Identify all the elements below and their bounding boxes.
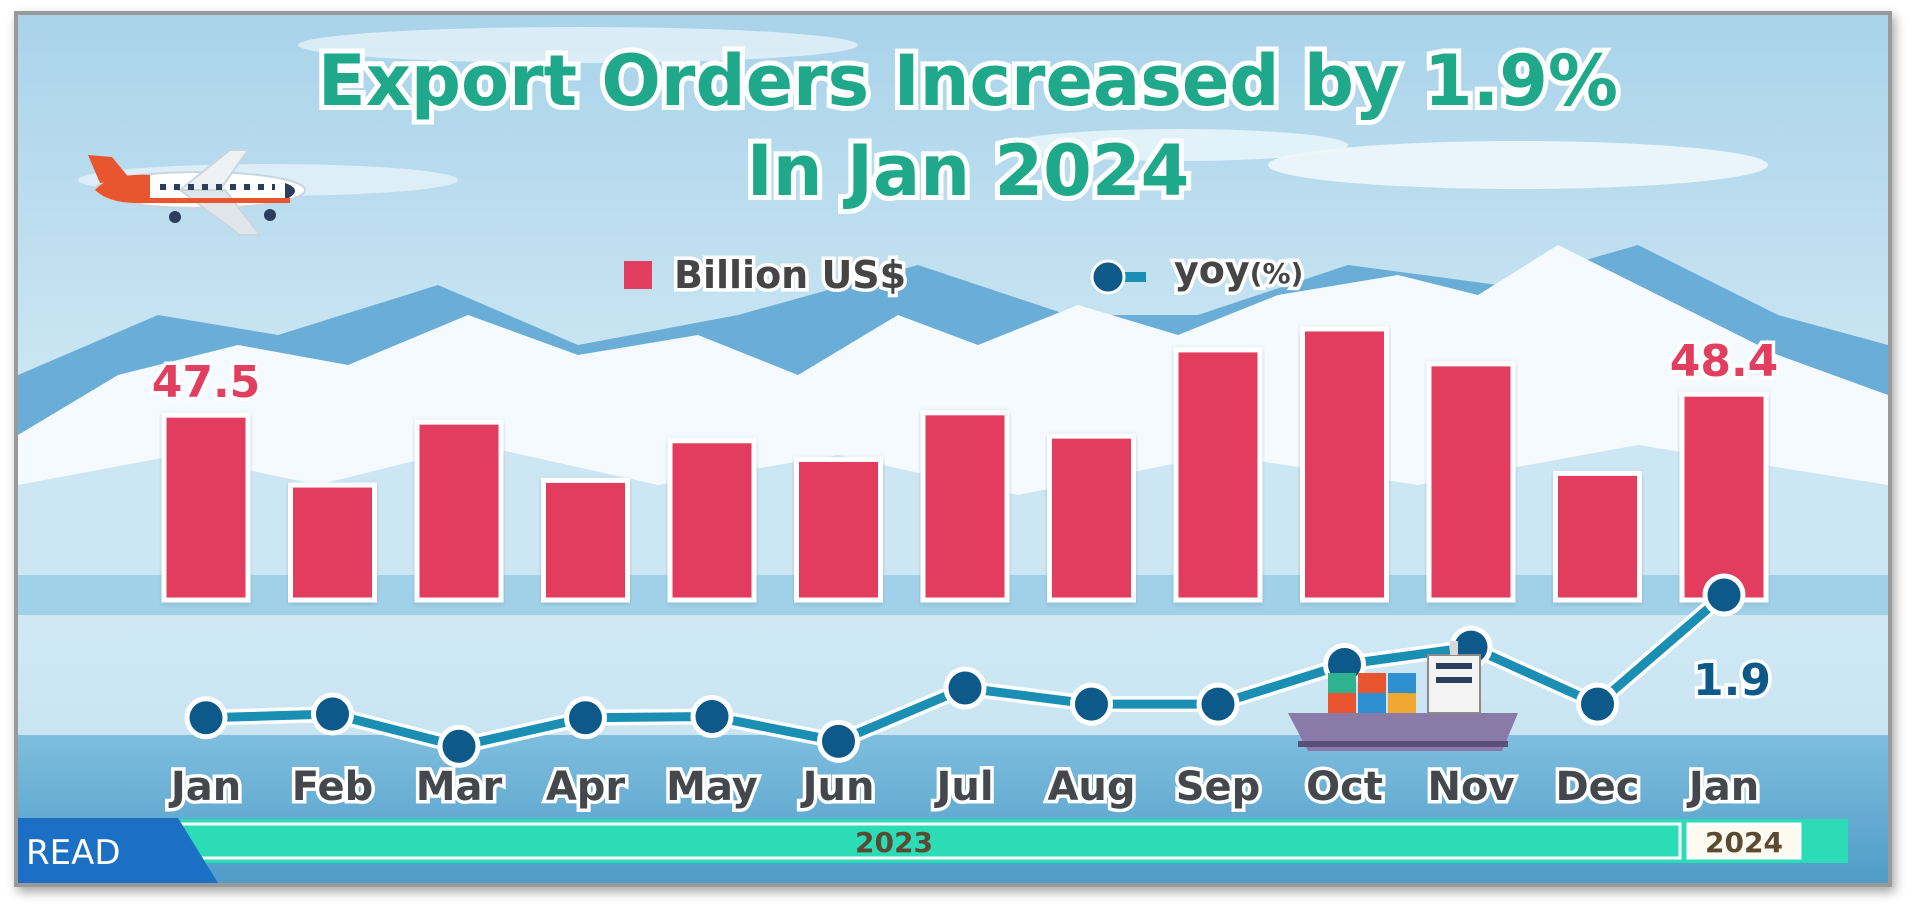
yoy-point-dec-2023: [1576, 682, 1619, 726]
bar-nov-2023: [1426, 361, 1516, 603]
legend-line-label: yoy(%): [1174, 248, 1303, 292]
bar-value-label-last: 48.4: [1670, 336, 1779, 387]
title-line-2: In Jan 2024: [747, 130, 1190, 212]
yoy-line-layer: 1.9: [184, 573, 1774, 768]
cloud: [1008, 129, 1348, 161]
bar-oct-2023: [1300, 326, 1389, 603]
x-tick-label: Jan: [168, 764, 241, 810]
bar-apr-2023: [541, 477, 630, 603]
year-2024-label: 2024: [1705, 826, 1783, 859]
read-badge[interactable]: READ: [18, 818, 218, 883]
bar-jun-2023: [794, 456, 883, 603]
read-badge-background[interactable]: [18, 818, 218, 883]
x-tick-label: Jun: [800, 764, 875, 810]
x-tick-label: Jul: [933, 764, 993, 810]
yoy-point-mar-2023: [437, 724, 481, 768]
bar-dec-2023: [1553, 470, 1642, 603]
x-tick-label: Mar: [416, 764, 503, 810]
x-tick-label: Apr: [546, 764, 626, 810]
yoy-point-feb-2023: [311, 692, 354, 736]
yoy-point-sep-2023: [1196, 682, 1240, 726]
yoy-point-aug-2023: [1070, 682, 1113, 726]
bar-mar-2023: [414, 419, 504, 603]
yoy-point-jun-2023: [817, 719, 860, 763]
x-tick-label: Sep: [1176, 764, 1261, 810]
yoy-point-apr-2023: [564, 696, 607, 740]
yoy-point-may-2023: [690, 695, 734, 739]
legend-square-icon: [624, 261, 652, 289]
legend-bar-label: Billion US$: [674, 253, 906, 297]
year-2024-box: [1686, 822, 1802, 860]
year-band-background: [168, 819, 1848, 863]
x-tick-label: Dec: [1555, 764, 1639, 810]
yoy-point-jan-2024: [1702, 573, 1746, 617]
yoy-value-label-last: 1.9: [1693, 655, 1771, 706]
x-tick-label: Nov: [1427, 764, 1514, 810]
legend: Billion US$ yoy(%): [624, 245, 1307, 301]
cloud: [1268, 141, 1768, 189]
read-label[interactable]: READ: [26, 833, 121, 873]
year-band: 2023 2024: [168, 819, 1848, 863]
cloud: [298, 27, 858, 63]
x-tick-label: Feb: [292, 764, 373, 810]
bars-layer: 47.5 48.4: [148, 326, 1782, 603]
bar-aug-2023: [1047, 433, 1136, 603]
yoy-point-jul-2023: [943, 666, 987, 710]
x-tick-label: Jan: [1686, 764, 1759, 810]
bar-jan-2023: [161, 412, 251, 603]
airplane-icon: [88, 149, 306, 236]
bar-jul-2023: [920, 410, 1010, 603]
x-axis-labels: Jan Feb Mar Apr May Jun Jul Aug Sep Oct Nov Dec Jan: [164, 761, 1762, 814]
cargo-ship-icon: [1288, 641, 1518, 751]
bar-value-label-first: 47.5: [152, 357, 261, 408]
x-tick-label: Oct: [1306, 764, 1383, 810]
bar-feb-2023: [288, 482, 377, 603]
infographic-frame: Export Orders Increased by 1.9% In Jan 2…: [14, 11, 1892, 887]
legend-line-marker-icon: [1090, 259, 1146, 295]
chart-title: Export Orders Increased by 1.9% In Jan 2…: [313, 35, 1623, 217]
bar-sep-2023: [1173, 347, 1263, 603]
x-tick-label: May: [666, 764, 758, 810]
yoy-point-jan-2023: [184, 696, 228, 740]
chart-canvas: Export Orders Increased by 1.9% In Jan 2…: [18, 15, 1888, 883]
x-tick-label: Aug: [1047, 764, 1135, 810]
title-line-1: Export Orders Increased by 1.9%: [318, 40, 1618, 122]
year-2023-label: 2023: [855, 826, 933, 859]
bar-jan-2024: [1679, 391, 1769, 603]
bar-may-2023: [667, 438, 757, 603]
